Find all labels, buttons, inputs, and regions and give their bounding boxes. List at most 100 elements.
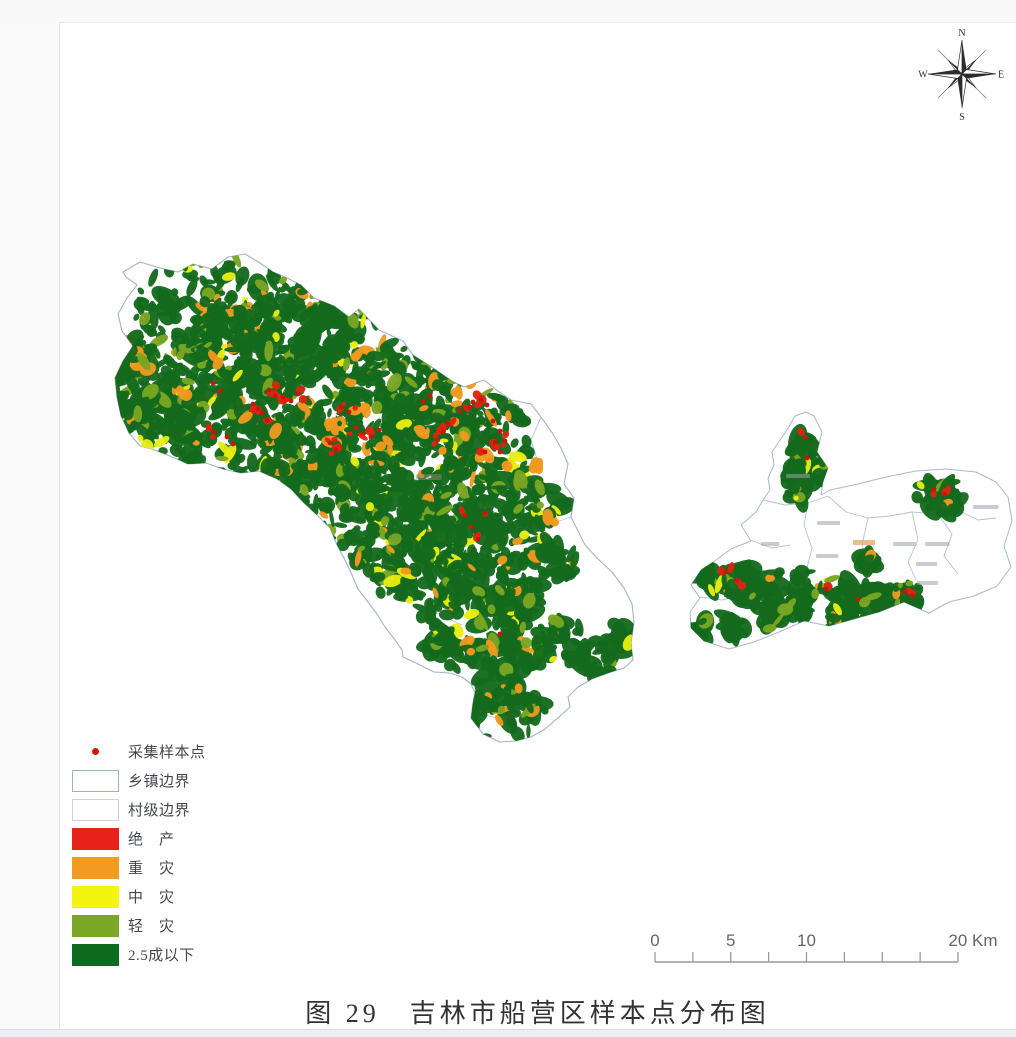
crop-patch bbox=[772, 613, 785, 627]
crop-patch bbox=[546, 556, 556, 565]
sample-point bbox=[272, 393, 278, 399]
crop-patch bbox=[433, 481, 444, 494]
crop-patch bbox=[176, 349, 185, 361]
crop-patch bbox=[182, 407, 199, 415]
crop-patch bbox=[407, 481, 425, 496]
legend-swatch-fill bbox=[72, 856, 119, 879]
crop-patch bbox=[451, 607, 464, 620]
crop-patch bbox=[532, 658, 547, 671]
crop-patch bbox=[293, 347, 307, 364]
sample-point bbox=[255, 406, 261, 412]
crop-patch bbox=[350, 456, 360, 467]
crop-patch bbox=[421, 367, 430, 376]
crop-patch bbox=[521, 434, 532, 448]
crop-patch bbox=[449, 738, 465, 742]
boundary-line bbox=[957, 509, 997, 521]
crop-patch bbox=[727, 562, 735, 574]
crop-patch bbox=[295, 385, 306, 394]
crop-patch bbox=[496, 598, 517, 612]
crop-patch bbox=[133, 298, 148, 312]
crop-patch bbox=[450, 387, 462, 398]
crop-patch bbox=[526, 724, 531, 739]
crop-patch bbox=[148, 397, 160, 409]
crop-patch bbox=[419, 405, 429, 412]
crop-patch bbox=[440, 491, 452, 499]
crop-patch bbox=[126, 375, 140, 394]
crop-patch bbox=[199, 296, 211, 308]
crop-patch bbox=[375, 493, 389, 507]
crop-patch bbox=[312, 276, 319, 293]
crop-patch bbox=[239, 404, 253, 414]
crop-patch bbox=[423, 513, 437, 525]
crop-patch bbox=[217, 441, 233, 457]
sample-point bbox=[909, 593, 915, 599]
crop-patch bbox=[461, 748, 469, 756]
crop-patch bbox=[387, 533, 402, 546]
crop-patch bbox=[275, 411, 285, 423]
crop-patch bbox=[443, 735, 460, 741]
crop-patch bbox=[473, 616, 486, 630]
sample-point bbox=[224, 434, 230, 440]
crop-patch bbox=[224, 320, 229, 327]
crop-patch bbox=[505, 410, 512, 422]
crop-patch bbox=[188, 454, 197, 466]
crop-patch bbox=[234, 359, 245, 371]
crop-patch bbox=[354, 549, 362, 567]
crop-patch bbox=[554, 553, 566, 569]
crop-patch bbox=[537, 565, 549, 577]
compass-east-label: E bbox=[998, 70, 1004, 81]
crop-patch bbox=[213, 325, 225, 333]
crop-patch bbox=[470, 547, 478, 556]
crop-patch bbox=[137, 396, 150, 407]
crop-patch bbox=[174, 295, 192, 311]
sample-point bbox=[259, 410, 265, 416]
crop-patch bbox=[219, 308, 230, 324]
crop-patch bbox=[490, 393, 505, 402]
place-label-smudge bbox=[816, 554, 839, 558]
crop-patch bbox=[386, 544, 395, 554]
crop-patch bbox=[725, 588, 744, 600]
sample-point bbox=[266, 387, 272, 393]
crop-patch bbox=[255, 457, 262, 471]
legend-label: 重 灾 bbox=[128, 861, 175, 877]
compass-rose-icon: N E S W bbox=[918, 28, 1004, 123]
crop-patch bbox=[502, 430, 510, 439]
crop-patch bbox=[189, 328, 207, 339]
sample-point bbox=[823, 586, 829, 592]
crop-patch bbox=[483, 534, 493, 548]
crop-patch bbox=[457, 744, 474, 764]
crop-patch bbox=[609, 630, 624, 644]
sample-point bbox=[338, 404, 344, 410]
legend-label: 乡镇边界 bbox=[128, 774, 191, 790]
crop-patch bbox=[362, 562, 375, 578]
crop-patch bbox=[824, 574, 840, 583]
crop-patch bbox=[336, 538, 350, 552]
crop-patch bbox=[529, 578, 544, 592]
page-top-margin bbox=[0, 0, 1016, 22]
crop-patch bbox=[157, 289, 170, 303]
crop-patch bbox=[475, 644, 489, 652]
crop-patch bbox=[439, 463, 448, 472]
crop-patch bbox=[454, 592, 474, 606]
crop-patch bbox=[246, 452, 258, 473]
crop-patch bbox=[329, 509, 335, 528]
crop-patch bbox=[519, 530, 530, 540]
crop-patch bbox=[376, 484, 385, 494]
sample-point bbox=[497, 449, 503, 455]
crop-patch bbox=[163, 417, 175, 430]
crop-patch bbox=[235, 276, 244, 292]
crop-patch bbox=[518, 654, 528, 666]
crop-patch bbox=[243, 426, 257, 442]
crop-patch bbox=[494, 585, 505, 596]
crop-patch bbox=[171, 327, 190, 345]
place-label-smudge bbox=[416, 474, 442, 480]
crop-patch bbox=[719, 617, 728, 624]
crop-patch bbox=[805, 448, 820, 456]
crop-patch bbox=[468, 490, 478, 502]
crop-patch bbox=[725, 631, 743, 642]
crop-patch bbox=[339, 502, 350, 515]
crop-patch bbox=[450, 400, 463, 408]
sample-point bbox=[346, 409, 352, 415]
crop-patch bbox=[476, 410, 484, 417]
crop-patch bbox=[509, 451, 527, 463]
